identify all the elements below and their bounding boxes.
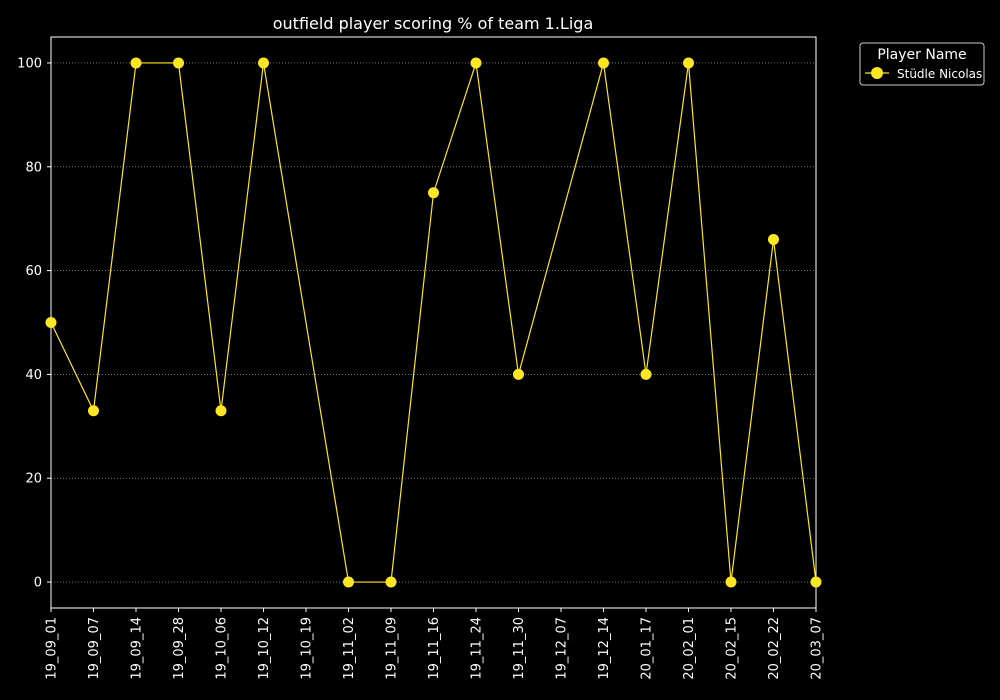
data-point [768, 233, 779, 245]
data-point [45, 317, 57, 328]
y-tick-label: 40 [25, 368, 42, 383]
x-tick-label: 20_02_15 [725, 617, 740, 680]
x-tick-label: 19_11_24 [470, 617, 485, 680]
y-tick-label: 20 [25, 472, 42, 487]
data-point [130, 57, 142, 69]
x-tick-label: 19_09_07 [87, 617, 102, 680]
y-tick-label: 100 [17, 56, 42, 71]
x-tick-label: 19_12_14 [597, 617, 612, 680]
data-point [88, 405, 99, 417]
data-point [683, 57, 694, 69]
data-point [598, 57, 609, 69]
legend: Player Name Stüdle Nicolas [859, 42, 985, 86]
y-tick-label: 60 [25, 264, 42, 279]
grid-lines [51, 62, 816, 583]
legend-title: Player Name [877, 47, 966, 63]
x-tick-label: 19_12_07 [555, 617, 570, 680]
x-tick-label: 19_09_01 [45, 617, 60, 680]
x-tick-label: 19_09_28 [172, 617, 187, 680]
data-point [343, 576, 354, 588]
series-line [50, 62, 817, 583]
legend-series-label: Stüdle Nicolas [897, 67, 982, 81]
data-point [725, 576, 737, 588]
y-tick-label: 80 [25, 160, 42, 175]
x-tick-label: 19_11_09 [385, 617, 400, 680]
data-point [258, 57, 269, 69]
data-point [810, 576, 822, 588]
data-point [173, 57, 184, 69]
data-point [385, 576, 397, 588]
x-tick-label: 20_03_07 [810, 617, 825, 680]
x-tick-label: 19_10_12 [257, 617, 272, 680]
x-tick-label: 19_11_30 [512, 617, 527, 680]
legend-series-marker [871, 67, 883, 79]
x-tick-label: 19_09_14 [130, 617, 145, 680]
series-layer [45, 57, 822, 588]
x-tick-label: 20_01_17 [640, 617, 655, 680]
x-tick-label: 20_02_22 [767, 617, 782, 680]
x-tick-label: 20_02_01 [682, 617, 697, 680]
y-tick-label: 0 [34, 576, 42, 591]
plot-frame [50, 36, 817, 609]
axes: 0 20 40 60 80 100 19_09_01 19_09_07 19_09_14 19_0… [17, 36, 825, 680]
chart-title: outfield player scoring % of team 1.Liga [273, 14, 594, 33]
x-tick-label: 19_10_06 [215, 617, 230, 680]
x-tick-label: 19_11_02 [342, 617, 357, 680]
data-point [470, 57, 482, 69]
legend-box [859, 42, 985, 86]
x-tick-label: 19_10_19 [300, 617, 315, 680]
data-point [513, 368, 524, 380]
data-point [640, 368, 652, 380]
data-point [428, 187, 439, 199]
x-tick-label: 19_11_16 [427, 617, 442, 680]
data-point [215, 405, 227, 417]
